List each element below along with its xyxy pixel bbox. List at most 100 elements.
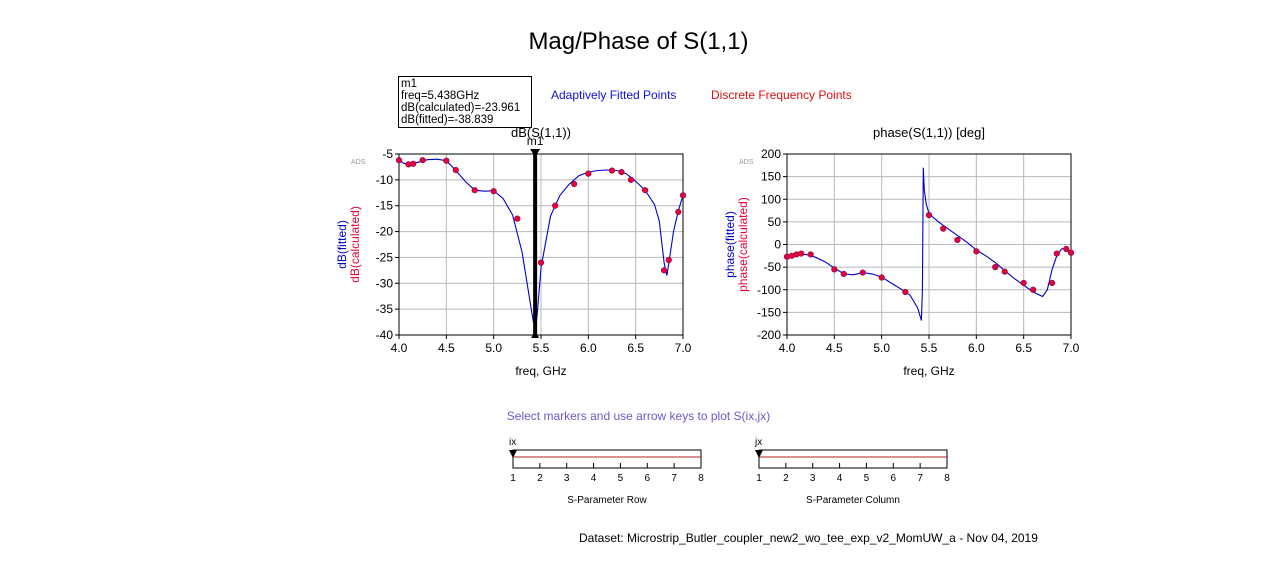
chart1-series-fitted-line: [787, 167, 1071, 321]
chart0-point-calc-16: [642, 187, 649, 194]
chart0-series-fitted-line: [399, 158, 683, 329]
chart1-ytick-label-7: -150: [757, 305, 781, 319]
chart1-point-calc-18: [1048, 279, 1056, 287]
chart0-frame: [398, 153, 684, 336]
legend-fitted: Adaptively Fitted Points: [551, 88, 677, 102]
chart0-point-calc-18: [665, 256, 672, 264]
chart1-point-calc-7: [859, 269, 866, 276]
dataset-label: Dataset: Microstrip_Butler_coupler_new2_…: [579, 531, 1038, 545]
chart1-watermark: ADS: [739, 159, 754, 166]
chart0-point-calc-12: [585, 170, 592, 177]
slider1-tick-label-7: 8: [944, 473, 950, 484]
chart0-point-calc-19: [675, 208, 682, 216]
chart0-ylabel-fitted: dB(fitted): [335, 220, 349, 269]
slider0-tick-label-6: 7: [671, 473, 677, 484]
chart0-xtick-label-4: 6.0: [580, 341, 597, 355]
chart1-point-calc-20: [1063, 245, 1070, 253]
slider0-tick-label-5: 6: [645, 473, 651, 484]
chart1-point-calc-17: [1030, 286, 1037, 293]
chart1-ytick-label-2: 100: [761, 192, 781, 206]
chart1-xtick-label-1: 4.5: [826, 341, 843, 355]
chart1-xtick-label-5: 6.5: [1015, 341, 1032, 355]
legend-discrete: Discrete Frequency Points: [711, 88, 852, 102]
chart1-ytick-label-3: 50: [768, 215, 782, 229]
marker-triangle-top: [530, 149, 541, 157]
chart1-point-calc-13: [973, 248, 980, 255]
slider0-thumb: [509, 450, 517, 458]
chart1-point-calc-14: [992, 264, 999, 271]
chart0-point-calc-11: [571, 180, 578, 188]
chart1-point-calc-12: [954, 236, 961, 244]
slider0-tick-label-1: 2: [537, 473, 543, 484]
slider1-tick-label-0: 1: [756, 473, 762, 484]
chart1-ytick-label-6: -100: [757, 283, 781, 297]
slider0-tick-label-3: 4: [591, 473, 597, 484]
slider1-caption: S-Parameter Column: [806, 495, 900, 506]
chart0-ytick-label-3: -20: [376, 225, 394, 239]
slider1-tick-label-3: 4: [837, 473, 843, 484]
slider1-label: jx: [754, 437, 762, 448]
plots-canvas: dB(S(1,1)) ADS 4.0 4.5 5.0 5.5 6.0 6.5 7.0 -5 -10 -…: [335, 125, 1080, 378]
chart0-ytick-label-5: -30: [376, 276, 394, 290]
chart0-point-calc-13: [608, 167, 616, 174]
marker-line-name: m1: [401, 78, 417, 90]
chart0-point-calc-0: [395, 157, 403, 164]
slider0-tick-label-7: 8: [698, 473, 704, 484]
chart1-frame: [786, 153, 1072, 336]
chart0-point-calc-6: [471, 187, 478, 194]
chart0-point-calc-5: [452, 166, 459, 174]
chart0-xtick-label-5: 6.5: [627, 341, 644, 355]
chart0-ytick-label-1: -10: [376, 173, 394, 187]
chart1-point-calc-9: [902, 288, 909, 296]
chart0-ytick-label-4: -25: [376, 250, 394, 264]
chart1-point-calc-16: [1020, 279, 1027, 287]
chart0-point-calc-20: [679, 192, 687, 199]
chart1-point-calc-10: [925, 211, 933, 219]
chart1-xtick-label-6: 7.0: [1063, 341, 1080, 355]
chart1-point-calc-8: [878, 274, 885, 281]
chart1-ylabel-calc: phase(calculated): [736, 197, 750, 292]
slider0-tick-label-2: 3: [564, 473, 570, 484]
chart0-xtick-label-2: 5.0: [485, 341, 502, 355]
marker-line-calc: dB(calculated)=-23.961: [401, 102, 521, 114]
slider0-track: [512, 449, 702, 469]
chart0-xlabel: freq, GHz: [515, 364, 566, 378]
chart0-point-calc-2: [410, 160, 417, 167]
chart1-point-calc-5: [831, 266, 838, 273]
chart1-point-calc-15: [1001, 268, 1008, 275]
chart0-point-calc-15: [627, 176, 635, 183]
chart0-ytick-label-2: -15: [376, 199, 394, 213]
chart1-ylabel-fitted: phase(fitted): [723, 211, 737, 278]
chart0-title: dB(S(1,1)): [511, 125, 571, 140]
chart0-ylabel-calc: dB(calculated): [348, 206, 362, 283]
chart1-ytick-label-1: 150: [761, 170, 781, 184]
chart0-watermark: ADS: [351, 159, 366, 166]
chart0-point-calc-4: [443, 157, 450, 164]
chart0-point-calc-8: [514, 215, 521, 222]
chart0-ytick-label-7: -40: [376, 328, 394, 342]
chart1-xtick-label-0: 4.0: [779, 341, 796, 355]
slider1-tick-label-5: 6: [891, 473, 897, 484]
chart0-xtick-label-3: 5.5: [533, 341, 550, 355]
marker-readout-box[interactable]: m1 freq=5.438GHz dB(calculated)=-23.961 …: [398, 76, 532, 128]
slider1-tick-label-1: 2: [783, 473, 789, 484]
chart0-point-calc-10: [552, 202, 559, 209]
chart0-xtick-label-1: 4.5: [438, 341, 455, 355]
slider1-thumb: [755, 450, 763, 458]
chart1-point-calc-19: [1053, 250, 1060, 257]
chart0-point-calc-14: [618, 169, 625, 176]
sliders-canvas: ix 1 2 3 4 5 6 7 8 S-Parameter Row jx 1 2 3 4 5 6 7 8 S-Par…: [509, 437, 950, 506]
slider1-track: [758, 449, 948, 469]
chart1-xlabel: freq, GHz: [903, 364, 954, 378]
marker-label: m1: [527, 134, 544, 148]
chart1-xtick-label-4: 6.0: [968, 341, 985, 355]
chart0-ytick-label-0: -5: [382, 147, 393, 161]
chart1-ytick-label-4: 0: [774, 238, 781, 252]
chart1-point-calc-21: [1067, 249, 1075, 256]
chart1-point-calc-11: [940, 225, 947, 232]
hint-text: Select markers and use arrow keys to plo…: [506, 409, 771, 423]
chart1-point-calc-6: [840, 270, 847, 278]
slider0-label: ix: [509, 437, 516, 448]
main-title: Mag/Phase of S(1,1): [528, 28, 749, 55]
slider1-tick-label-6: 7: [917, 473, 923, 484]
